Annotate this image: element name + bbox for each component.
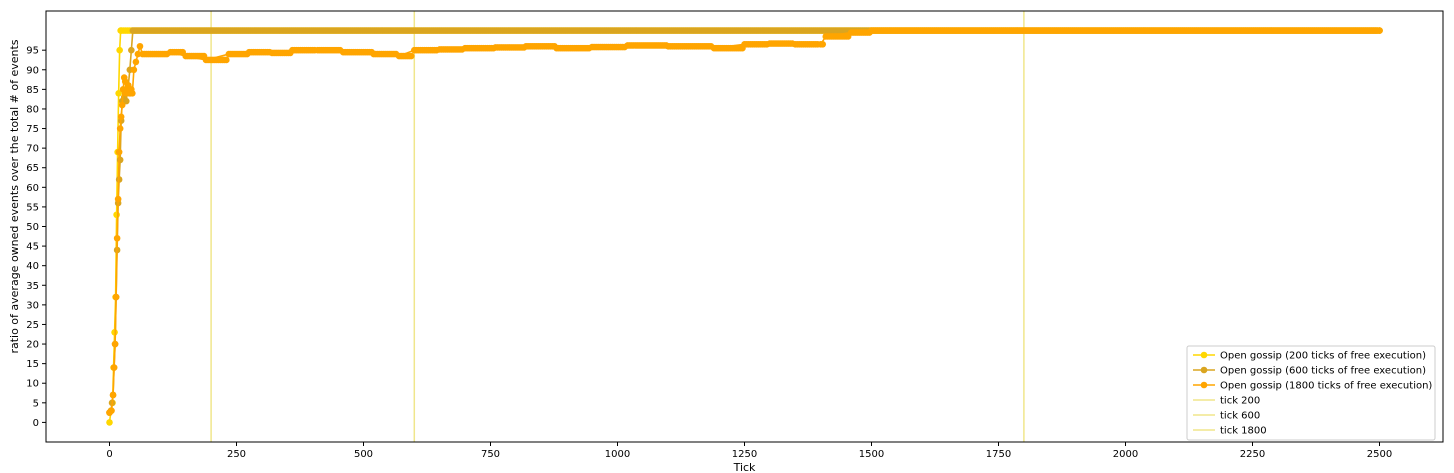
y-tick-label: 65 bbox=[26, 163, 39, 174]
data-point bbox=[108, 407, 115, 414]
x-tick-label: 1000 bbox=[605, 449, 630, 460]
data-point bbox=[106, 419, 113, 426]
data-point bbox=[130, 66, 138, 74]
legend-item: tick 600 bbox=[1193, 411, 1260, 422]
y-tick-label: 40 bbox=[26, 261, 39, 272]
data-point bbox=[136, 42, 144, 50]
data-point bbox=[117, 113, 125, 121]
y-tick-label: 90 bbox=[26, 65, 39, 76]
data-point bbox=[111, 340, 119, 348]
y-tick-label: 55 bbox=[26, 202, 39, 213]
legend-marker bbox=[1200, 381, 1208, 389]
y-tick-label: 10 bbox=[26, 379, 39, 390]
x-tick-label: 2250 bbox=[1240, 449, 1265, 460]
data-point bbox=[128, 46, 135, 54]
x-tick-label: 1250 bbox=[732, 449, 757, 460]
x-axis-label: Tick bbox=[733, 461, 756, 473]
y-axis-label: ratio of average owned events over the t… bbox=[8, 39, 21, 353]
legend-label: Open gossip (1800 ticks of free executio… bbox=[1220, 381, 1432, 392]
x-tick-label: 2500 bbox=[1367, 449, 1392, 460]
data-point bbox=[819, 41, 827, 48]
data-point bbox=[113, 234, 121, 242]
legend-item: Open gossip (1800 ticks of free executio… bbox=[1193, 381, 1432, 392]
data-point bbox=[113, 211, 120, 219]
legend-item: Open gossip (200 ticks of free execution… bbox=[1193, 351, 1426, 362]
data-point bbox=[115, 89, 122, 97]
y-tick-label: 30 bbox=[26, 300, 39, 311]
data-point bbox=[116, 46, 123, 54]
y-tick-label: 95 bbox=[26, 46, 39, 57]
data-point bbox=[132, 58, 140, 66]
legend-label: Open gossip (600 ticks of free execution… bbox=[1220, 366, 1426, 377]
data-point bbox=[109, 391, 117, 399]
x-axis: 0 250 500 750 1000 1250 1500 1750 2000 2250 2500 bbox=[106, 442, 1392, 460]
data-point bbox=[407, 52, 415, 60]
legend-item: tick 200 bbox=[1193, 396, 1260, 407]
legend-item: tick 1800 bbox=[1193, 426, 1267, 437]
y-tick-label: 15 bbox=[26, 359, 39, 370]
data-point bbox=[116, 125, 124, 132]
x-tick-label: 750 bbox=[481, 449, 500, 460]
data-point bbox=[129, 89, 136, 97]
legend-item: Open gossip (600 ticks of free execution… bbox=[1193, 366, 1426, 377]
legend: Open gossip (200 ticks of free execution… bbox=[1186, 345, 1436, 441]
data-point bbox=[1376, 27, 1383, 34]
data-point bbox=[115, 148, 123, 156]
legend-label: tick 200 bbox=[1220, 396, 1260, 407]
x-tick-label: 1500 bbox=[859, 449, 884, 460]
data-point bbox=[116, 156, 124, 164]
data-point bbox=[122, 97, 130, 105]
y-tick-label: 60 bbox=[26, 183, 39, 194]
data-point bbox=[118, 101, 126, 109]
x-tick-label: 0 bbox=[106, 449, 112, 460]
data-point bbox=[223, 56, 230, 64]
series-layer bbox=[106, 27, 1383, 426]
vertical-lines bbox=[210, 11, 1025, 442]
legend-label: tick 1800 bbox=[1220, 426, 1267, 437]
legend-label: Open gossip (200 ticks of free execution… bbox=[1220, 351, 1426, 362]
y-tick-label: 80 bbox=[26, 104, 39, 115]
y-axis: 0 5 10 15 20 25 30 35 40 45 50 55 60 65 70 75 80 85 90 95 bbox=[26, 46, 46, 429]
y-tick-label: 75 bbox=[26, 124, 39, 135]
legend-label: tick 600 bbox=[1220, 411, 1260, 422]
data-point bbox=[134, 50, 142, 58]
y-tick-label: 35 bbox=[26, 281, 39, 292]
x-tick-label: 1750 bbox=[986, 449, 1011, 460]
legend-marker bbox=[1200, 351, 1208, 359]
x-tick-label: 250 bbox=[227, 449, 246, 460]
y-tick-label: 70 bbox=[26, 144, 39, 155]
y-tick-label: 85 bbox=[26, 85, 39, 96]
data-point bbox=[114, 195, 122, 203]
y-tick-label: 0 bbox=[33, 418, 39, 429]
y-tick-label: 5 bbox=[33, 398, 39, 409]
data-point bbox=[110, 364, 118, 371]
legend-box bbox=[1186, 345, 1436, 441]
x-tick-label: 2000 bbox=[1113, 449, 1138, 460]
y-tick-label: 20 bbox=[26, 340, 39, 351]
y-tick-label: 45 bbox=[26, 242, 39, 253]
y-tick-label: 25 bbox=[26, 320, 39, 331]
y-tick-label: 50 bbox=[26, 222, 39, 233]
x-tick-label: 500 bbox=[354, 449, 373, 460]
legend-marker bbox=[1200, 366, 1208, 374]
series-2 bbox=[106, 27, 1383, 416]
data-point bbox=[112, 293, 120, 301]
